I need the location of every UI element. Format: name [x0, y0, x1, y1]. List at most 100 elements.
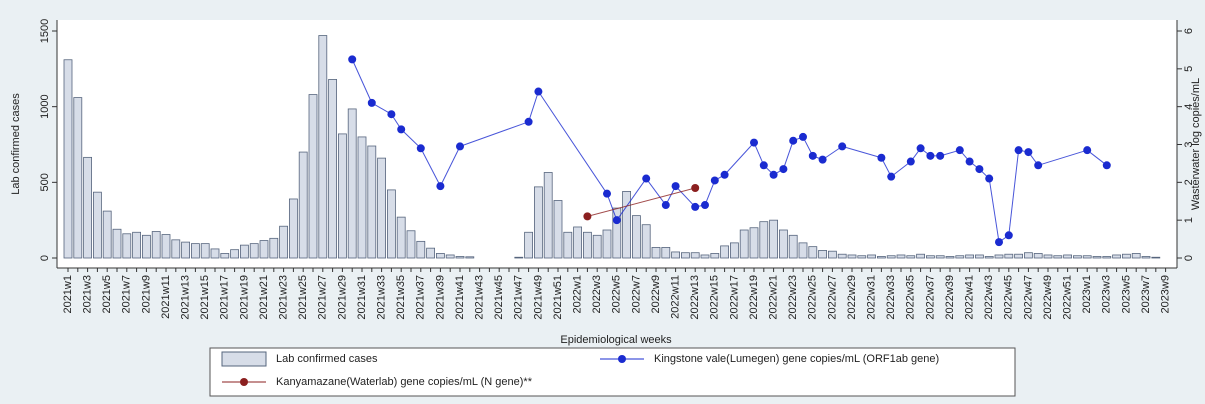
- bar: [1014, 253, 1023, 259]
- bar: [916, 253, 925, 259]
- point: [456, 142, 464, 151]
- bar: [935, 255, 945, 259]
- line-segment: [459, 121, 529, 147]
- bar: [514, 256, 524, 259]
- x-tick-label: 2022w29: [846, 275, 858, 320]
- bar: [171, 239, 181, 259]
- point: [779, 165, 788, 174]
- x-tick-label: 2021w49: [532, 275, 544, 320]
- line-segment: [420, 148, 441, 187]
- line-segment: [782, 140, 794, 170]
- x-tick-label: 2022w31: [866, 275, 878, 320]
- bar: [1033, 253, 1043, 259]
- bar: [984, 256, 994, 259]
- point: [387, 110, 396, 119]
- point: [789, 136, 798, 145]
- x-tick-label: 2022w13: [689, 275, 701, 320]
- bar: [1043, 254, 1053, 259]
- bar: [857, 255, 867, 259]
- point: [583, 212, 592, 221]
- bar: [602, 229, 612, 259]
- bar: [651, 247, 661, 259]
- y2-tick-label: 0: [1183, 255, 1195, 261]
- bar: [808, 246, 818, 259]
- point: [906, 157, 915, 166]
- bar: [1131, 253, 1141, 259]
- x-tick-label: 2021w51: [552, 275, 564, 320]
- point: [691, 202, 700, 211]
- x-tick-label: 2021w39: [434, 275, 446, 320]
- point: [769, 170, 778, 179]
- line-segment: [1008, 150, 1020, 236]
- bar: [83, 156, 92, 259]
- x-tick-label: 2022w45: [1003, 275, 1015, 320]
- bar: [612, 207, 622, 259]
- bar: [239, 244, 249, 259]
- point: [916, 144, 925, 153]
- bar: [965, 254, 974, 259]
- point: [750, 138, 758, 147]
- x-tick-label: 2021w15: [199, 275, 211, 320]
- line-segment: [1038, 149, 1088, 166]
- y2-tick-label: 5: [1183, 66, 1195, 72]
- bar: [1024, 252, 1033, 259]
- line-segment: [537, 91, 608, 194]
- x-tick-label: 2021w19: [238, 275, 250, 320]
- legend-marker: [240, 378, 248, 386]
- bar: [632, 215, 641, 259]
- bar: [1082, 255, 1092, 259]
- bar: [1092, 256, 1102, 259]
- y-tick-label: 1500: [39, 19, 51, 43]
- point: [955, 146, 964, 155]
- x-tick-label: 2022w7: [630, 275, 642, 314]
- line-segment: [587, 187, 696, 217]
- line-segment: [988, 178, 1000, 243]
- bar: [563, 231, 573, 259]
- y-tick-label: 0: [39, 255, 51, 261]
- point: [1024, 148, 1033, 157]
- x-tick-label: 2021w41: [454, 275, 466, 320]
- line-segment: [1086, 149, 1108, 166]
- x-tick-label: 2022w19: [748, 275, 760, 320]
- x-tick-label: 2022w3: [591, 275, 603, 314]
- bar: [386, 189, 396, 259]
- bar: [994, 254, 1004, 259]
- x-tick-label: 2021w35: [395, 275, 407, 320]
- x-tick-label: 2022w21: [768, 275, 780, 320]
- x-tick-label: 2022w37: [924, 275, 936, 320]
- bar: [945, 256, 955, 259]
- bar: [357, 136, 367, 259]
- bar: [1141, 256, 1151, 259]
- bar: [426, 247, 436, 259]
- legend-marker: [618, 355, 626, 363]
- bar: [210, 248, 220, 259]
- bar: [926, 255, 935, 259]
- point: [416, 144, 425, 153]
- bar: [592, 234, 602, 259]
- bar: [1004, 253, 1014, 259]
- x-tick-label: 2023w7: [1140, 275, 1152, 314]
- x-tick-label: 2021w27: [317, 275, 329, 320]
- bar: [837, 253, 847, 259]
- x-tick-label: 2021w13: [180, 275, 192, 320]
- point: [642, 174, 651, 183]
- bar: [543, 172, 553, 259]
- bar: [298, 151, 308, 259]
- line-segment: [890, 161, 912, 178]
- y2-tick-label: 2: [1183, 179, 1195, 185]
- x-tick-label: 2021w21: [258, 275, 270, 320]
- x-tick-label: 2022w33: [885, 275, 897, 320]
- bar: [1102, 256, 1112, 259]
- x-tick-label: 2022w39: [944, 275, 956, 320]
- bar: [161, 234, 171, 259]
- y-tick-label: 1000: [39, 94, 51, 118]
- bar: [1112, 254, 1121, 259]
- point: [818, 155, 827, 164]
- x-tick-label: 2023w5: [1120, 275, 1132, 314]
- line-segment: [753, 142, 765, 166]
- bar: [906, 255, 916, 259]
- x-tick-label: 2021w17: [219, 275, 231, 320]
- x-tick-label: 2021w33: [376, 275, 388, 320]
- x-axis-title: Epidemiological weeks: [560, 334, 672, 346]
